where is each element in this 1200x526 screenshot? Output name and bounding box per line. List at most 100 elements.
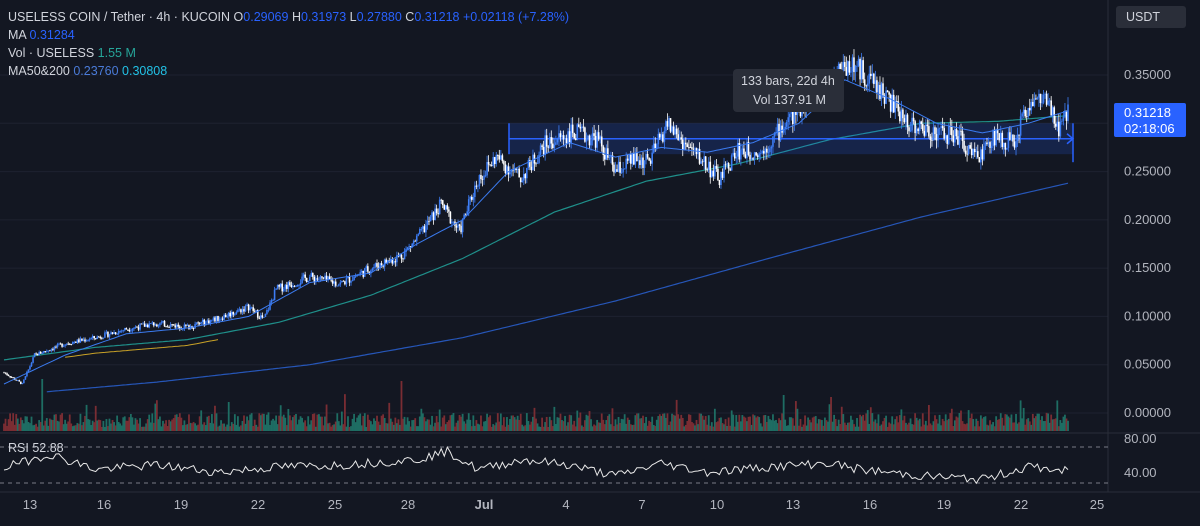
volume-bar [750,424,753,431]
volume-bar [820,420,823,431]
candle-body [501,155,504,162]
candle-body [729,168,731,171]
volume-bar [455,422,458,431]
candle-body [532,154,534,171]
volume-bar [645,416,647,431]
volume-bar [513,417,516,431]
currency-button[interactable]: USDT [1116,6,1186,28]
volume-bar [764,414,767,431]
candle-body [220,318,222,320]
volume-bar [1057,426,1060,431]
volume-bar [908,422,910,431]
volume-bar [386,423,389,431]
candle-body [215,315,218,322]
volume-bar [177,417,180,431]
volume-bar [580,425,583,431]
candle-body [1038,93,1040,98]
candle-body [541,145,543,147]
volume-bar [454,426,456,431]
candle-body [179,326,181,329]
volume-bar [406,417,409,431]
volume-bar [76,423,79,431]
candle-body [197,322,199,324]
candle-body [177,324,180,327]
volume-bar [267,412,270,431]
volume-bar [19,417,22,431]
volume-bar [1036,413,1039,431]
volume-bar [212,423,215,431]
volume-bar [1051,419,1054,431]
volume-bar [804,415,806,431]
volume-bar [284,417,287,431]
volume-bar [345,426,348,431]
volume-bar [273,420,276,431]
candle-body [480,174,482,180]
candle-body [837,63,840,74]
change-value: +0.02118 (+7.28%) [462,10,570,24]
volume-bar [133,424,135,431]
ma-row[interactable]: MA 0.31284 [8,26,569,44]
candle-body [373,266,375,269]
volume-row[interactable]: Vol · USELESS 1.55 M [8,44,569,62]
candle-body [217,315,219,321]
candle-body [1058,121,1060,137]
volume-bar [798,425,800,431]
volume-bar [102,420,105,431]
volume-bar [799,418,802,431]
volume-bar [1004,414,1007,431]
candle-body [707,161,710,170]
candle-body [409,246,412,248]
candle-body [631,153,634,164]
volume-bar [380,415,383,431]
candle-body [967,145,970,154]
volume-bar [415,426,418,431]
rsi-legend[interactable]: RSI 52.88 [8,441,64,455]
volume-bar [174,414,177,431]
candle-body [964,150,967,154]
candle-body [264,313,267,318]
candle-body [273,289,276,301]
volume-bar [905,422,907,431]
volume-bar [362,415,365,431]
volume-bar [897,422,900,431]
volume-bar [376,415,378,431]
volume-bar [723,424,725,431]
volume-bar [4,418,7,431]
candle-body [943,128,945,139]
candle-body [305,277,308,282]
candle-body [140,323,143,325]
volume-bar [784,419,787,431]
volume-bar [240,425,242,431]
symbol-title[interactable]: USELESS COIN / Tether · 4h · KUCOIN [8,10,231,24]
volume-bar [201,424,204,431]
candle-body [700,161,702,164]
volume-bar [518,419,521,431]
candle-body [529,160,531,167]
volume-bar [1007,416,1010,431]
volume-bar [64,419,67,431]
candle-body [324,275,326,279]
volume-bar [822,425,825,431]
ma50-200-row[interactable]: MA50&200 0.23760 0.30808 [8,62,569,80]
ma50-value: 0.23760 [73,64,119,78]
volume-bar [1013,422,1016,431]
volume-bar [148,414,151,431]
volume-bar [709,425,712,431]
candle-body [996,129,999,134]
volume-bar [762,415,765,431]
volume-bar [1021,418,1024,431]
candle-body [492,157,494,166]
volume-bar [32,425,34,431]
candle-body [408,246,410,248]
volume-bar [813,416,816,431]
volume-bar [732,414,735,431]
candle-body [969,145,971,149]
time-axis[interactable]: 13 16 19 22 25 28 Jul 4 7 10 13 16 19 22 25 [23,497,1104,512]
candle-body [908,127,910,132]
measure-range-box[interactable] [508,123,1075,163]
volume-bar [385,423,388,431]
time-tick-label: 13 [23,497,37,512]
candle-body [547,146,550,148]
